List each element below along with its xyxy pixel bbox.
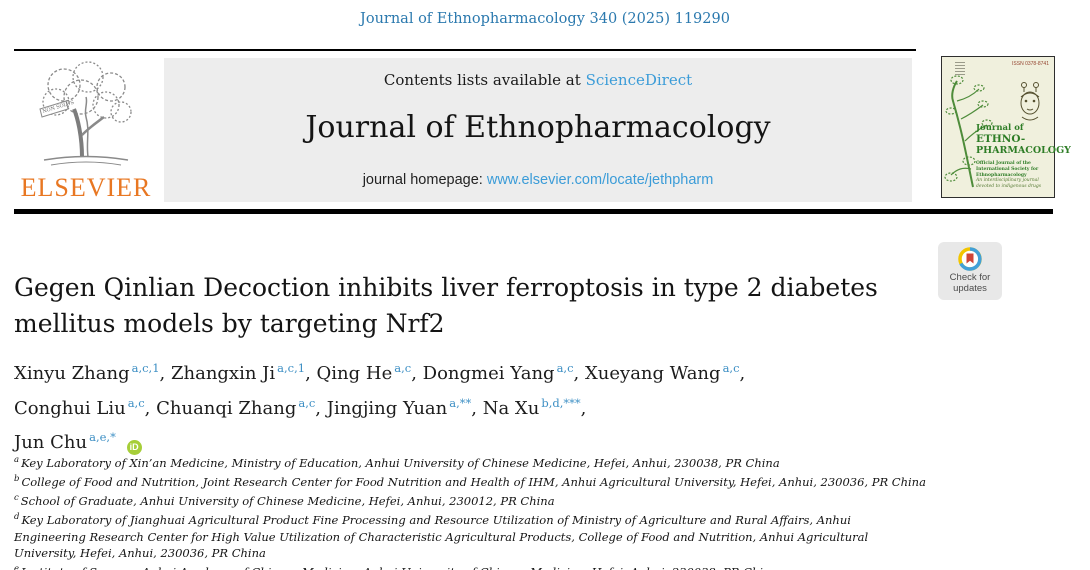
author-separator: , [573,363,585,384]
cover-botanical-icon [944,75,993,188]
author-name: Dongmei Yang [422,363,555,384]
author-affiliation-marks: a,c,1 [277,361,306,375]
affiliation-letter: b [14,474,20,485]
affiliation-letter: d [14,512,20,523]
affiliation-text: School of Graduate, Anhui University of … [20,494,555,509]
author: Zhangxin Ji a,c,1, [170,361,317,384]
author: Qing He a,c, [316,361,423,384]
affiliation-text: Key Laboratory of Xin’an Medicine, Minis… [21,455,780,470]
author: Jingjing Yuan a,**, [326,395,483,419]
contents-line: Contents lists available at ScienceDirec… [164,58,912,89]
sciencedirect-link[interactable]: ScienceDirect [585,71,693,89]
author-affiliation-marks: a,c,1 [131,361,160,375]
homepage-url-link[interactable]: www.elsevier.com/locate/jethpharm [486,172,714,188]
author: Jun Chu a,e,* [14,430,116,453]
header-rule-thick [14,209,1053,214]
elsevier-logo: NON SOLUS ELSEVIER [14,57,158,203]
cover-publisher-stamp [955,62,965,75]
author: Dongmei Yang a,c, [422,361,585,384]
affiliation: b College of Food and Nutrition, Joint Re… [14,471,926,490]
cover-title: Journal of ETHNO- PHARMACOLOGY [976,123,1071,156]
author: Chuanqi Zhang a,c, [156,395,327,419]
author-name: Jun Chu [14,432,88,453]
affiliation: eInstitute of Surgery, Anhui Academy of … [14,561,926,570]
non-solus-ribbon-text: NON SOLUS [42,99,76,114]
author-list: Xinyu Zhang a,c,1, Zhangxin Ji a,c,1, Qing… [14,354,974,458]
cover-issn: ISSN 0378-8741 [1012,61,1049,67]
affiliation-list: a Key Laboratory of Xin’an Medicine, Mini… [14,452,926,570]
masthead-box: Contents lists available at ScienceDirec… [164,58,912,202]
author: Xinyu Zhang a,c,1, [14,361,171,384]
cover-subtitle: Official Journal of the International So… [976,161,1039,178]
author-separator: , [144,397,157,419]
author-separator: , [305,363,317,384]
affiliation-letter: c [14,493,19,504]
elsevier-tree-icon: NON SOLUS [39,61,132,166]
author-name: Qing He [316,363,393,384]
cover-mask-icon [1020,82,1040,121]
author-name: Chuanqi Zhang [156,397,297,419]
author-name: Zhangxin Ji [170,363,276,384]
author-line-3: Jun Chu a,e,* iD [14,423,974,458]
author-separator: , [580,397,587,419]
author-name: Jingjing Yuan [326,397,448,419]
affiliation-text: Key Laboratory of Jianghuai Agricultural… [14,513,869,560]
author-affiliation-marks: b,d,*** [541,395,581,410]
author-affiliation-marks: a,c [394,361,412,375]
affiliation-text: College of Food and Nutrition, Joint Res… [21,474,926,489]
author-name: Xinyu Zhang [14,363,130,384]
affiliation: d Key Laboratory of Jianghuai Agricultura… [14,509,926,561]
cover-tagline: An interdisciplinary journal devoted to … [976,178,1042,189]
author: Conghui Liu a,c, [14,395,157,419]
check-for-updates-label: Check for updates [949,272,991,294]
author: Na Xu b,d,***, [482,395,587,419]
author-separator: , [159,363,171,384]
author-line-2: Conghui Liu a,c, Chuanqi Zhang a,c, Jingji… [14,389,974,424]
journal-cover-thumbnail[interactable]: ISSN 0378-8741 [941,56,1071,198]
affiliation-text: Institute of Surgery, Anhui Academy of C… [21,565,777,570]
author-name: Conghui Liu [14,397,126,419]
elsevier-wordmark: ELSEVIER [20,173,152,202]
header-rule-thin [14,49,916,51]
author-separator: , [739,363,746,384]
author-line-1: Xinyu Zhang a,c,1, Zhangxin Ji a,c,1, Qing… [14,354,974,389]
orcid-icon[interactable]: iD [126,440,142,455]
check-for-updates-badge[interactable]: Check for updates [938,242,1002,300]
contents-prefix: Contents lists available at [383,71,581,89]
author-affiliation-marks: a,** [449,395,472,410]
author-affiliation-marks: a,c [556,361,574,375]
article-title: Gegen Qinlian Decoction inhibits liver f… [14,273,878,338]
author-affiliation-marks: a,e,* [89,430,116,444]
affiliation: c School of Graduate, Anhui University of… [14,490,926,509]
author-name: Na Xu [482,397,540,419]
author-name: Xueyang Wang [584,363,721,384]
author: Xueyang Wang a,c, [584,361,746,384]
masthead-journal-title: Journal of Ethnopharmacology [305,110,771,145]
author-separator: , [471,397,483,419]
author-separator: , [315,397,327,419]
journal-citation: Journal of Ethnopharmacology 340 (2025) … [360,11,730,27]
affiliation-letter: e [14,564,20,570]
affiliation-letter: a [14,455,20,465]
author-separator: , [411,363,423,384]
author-affiliation-marks: a,c [298,395,316,410]
author-affiliation-marks: a,c [722,361,740,375]
author-affiliation-marks: a,c [127,395,145,410]
homepage-line: journal homepage: www.elsevier.com/locat… [164,172,912,188]
affiliation: a Key Laboratory of Xin’an Medicine, Mini… [14,452,926,471]
crossmark-icon [958,247,982,271]
homepage-prefix: journal homepage: [362,172,483,188]
